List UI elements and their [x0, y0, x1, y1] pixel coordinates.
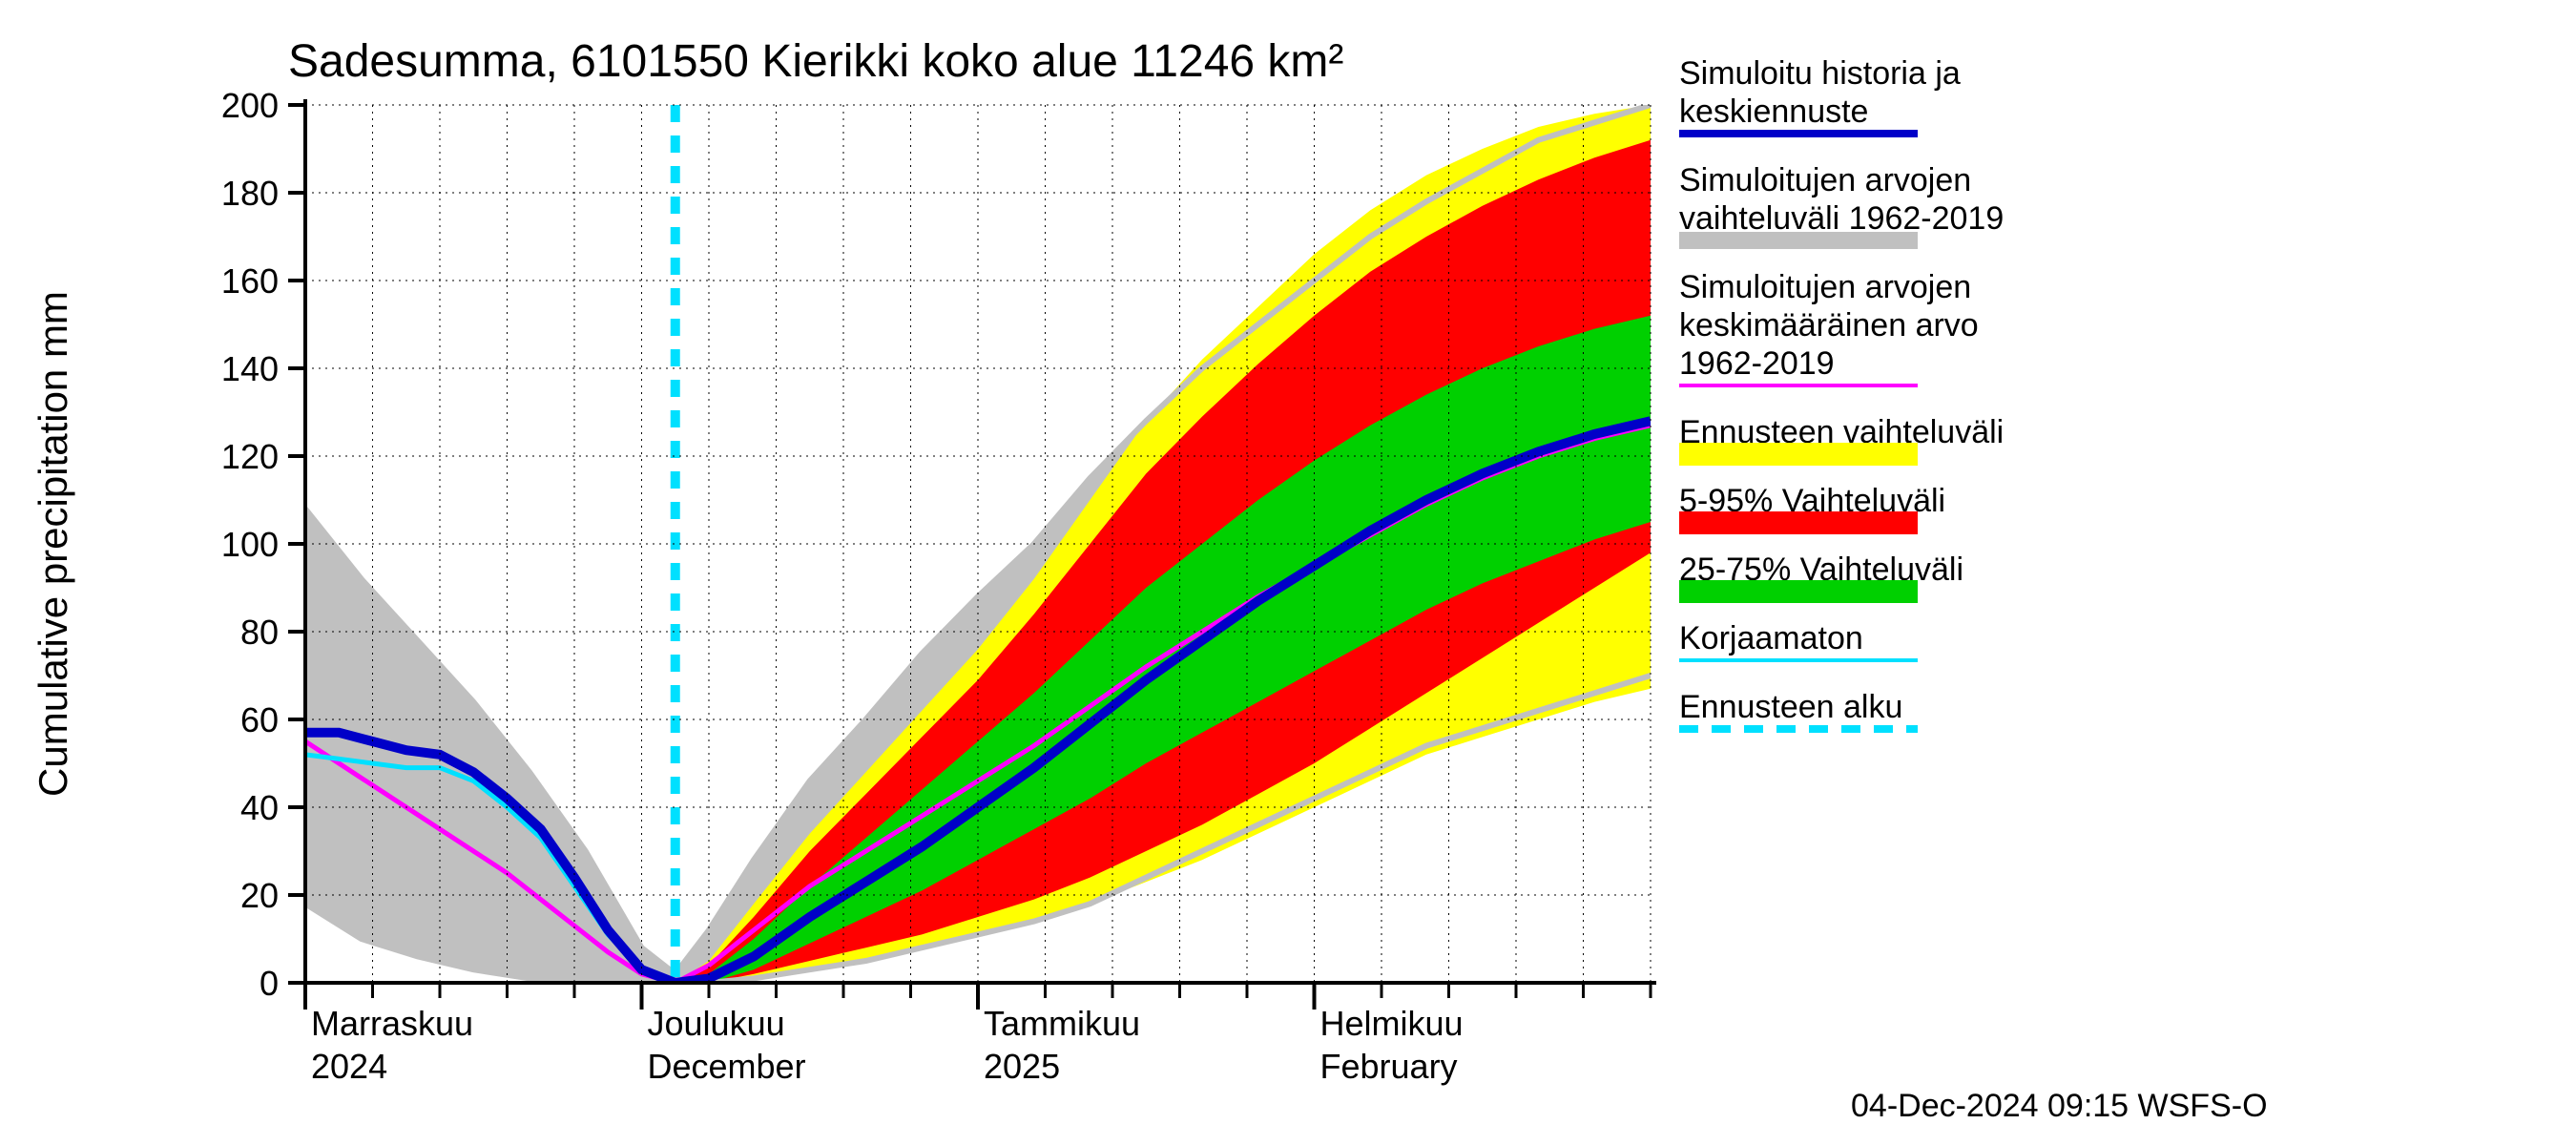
legend-swatch — [1679, 511, 1918, 534]
legend-swatch — [1679, 580, 1918, 603]
y-tick-label: 140 — [221, 349, 279, 388]
y-tick-label: 80 — [240, 613, 279, 652]
legend-label: Simuloitujen arvojen — [1679, 269, 1971, 305]
chart-svg: 0 20 40 60 80 100 120 140 160 180 200 Marraskuu 2024… — [0, 0, 2576, 1145]
y-tick-label: 0 — [260, 964, 279, 1003]
chart-footer: 04-Dec-2024 09:15 WSFS-O — [1851, 1088, 2268, 1124]
x-tick-label-bot: February — [1320, 1047, 1458, 1086]
legend-label: 1962-2019 — [1679, 345, 1835, 382]
y-tick-label: 20 — [240, 876, 279, 915]
legend-label: vaihteluväli 1962-2019 — [1679, 200, 2004, 237]
chart-title: Sadesumma, 6101550 Kierikki koko alue 11… — [288, 36, 1343, 87]
y-tick-label: 160 — [221, 261, 279, 301]
legend-label: Ennusteen alku — [1679, 689, 1902, 725]
y-tick-label: 120 — [221, 437, 279, 476]
legend-label: keskiennuste — [1679, 94, 1868, 130]
legend-label: keskimääräinen arvo — [1679, 307, 1979, 344]
x-tick-label-bot: 2025 — [984, 1047, 1060, 1086]
x-tick-label-bot: December — [648, 1047, 806, 1086]
y-tick-label: 100 — [221, 525, 279, 564]
x-tick-label-top: Marraskuu — [311, 1004, 473, 1043]
y-axis-label: Cumulative precipitation mm — [31, 291, 75, 797]
y-tick-label: 60 — [240, 700, 279, 739]
legend-swatch — [1679, 443, 1918, 466]
x-tick-label-top: Tammikuu — [984, 1004, 1140, 1043]
legend-label: Simuloitujen arvojen — [1679, 162, 1971, 198]
chart-container: 0 20 40 60 80 100 120 140 160 180 200 Marraskuu 2024… — [0, 0, 2576, 1145]
x-tick-label-bot: 2024 — [311, 1047, 387, 1086]
x-tick-label-top: Helmikuu — [1320, 1004, 1464, 1043]
legend-label: Simuloitu historia ja — [1679, 55, 1961, 92]
y-tick-label: 200 — [221, 86, 279, 125]
x-tick-label-top: Joulukuu — [648, 1004, 785, 1043]
y-tick-label: 180 — [221, 174, 279, 213]
y-tick-label: 40 — [240, 788, 279, 827]
legend-label: Korjaamaton — [1679, 620, 1863, 656]
